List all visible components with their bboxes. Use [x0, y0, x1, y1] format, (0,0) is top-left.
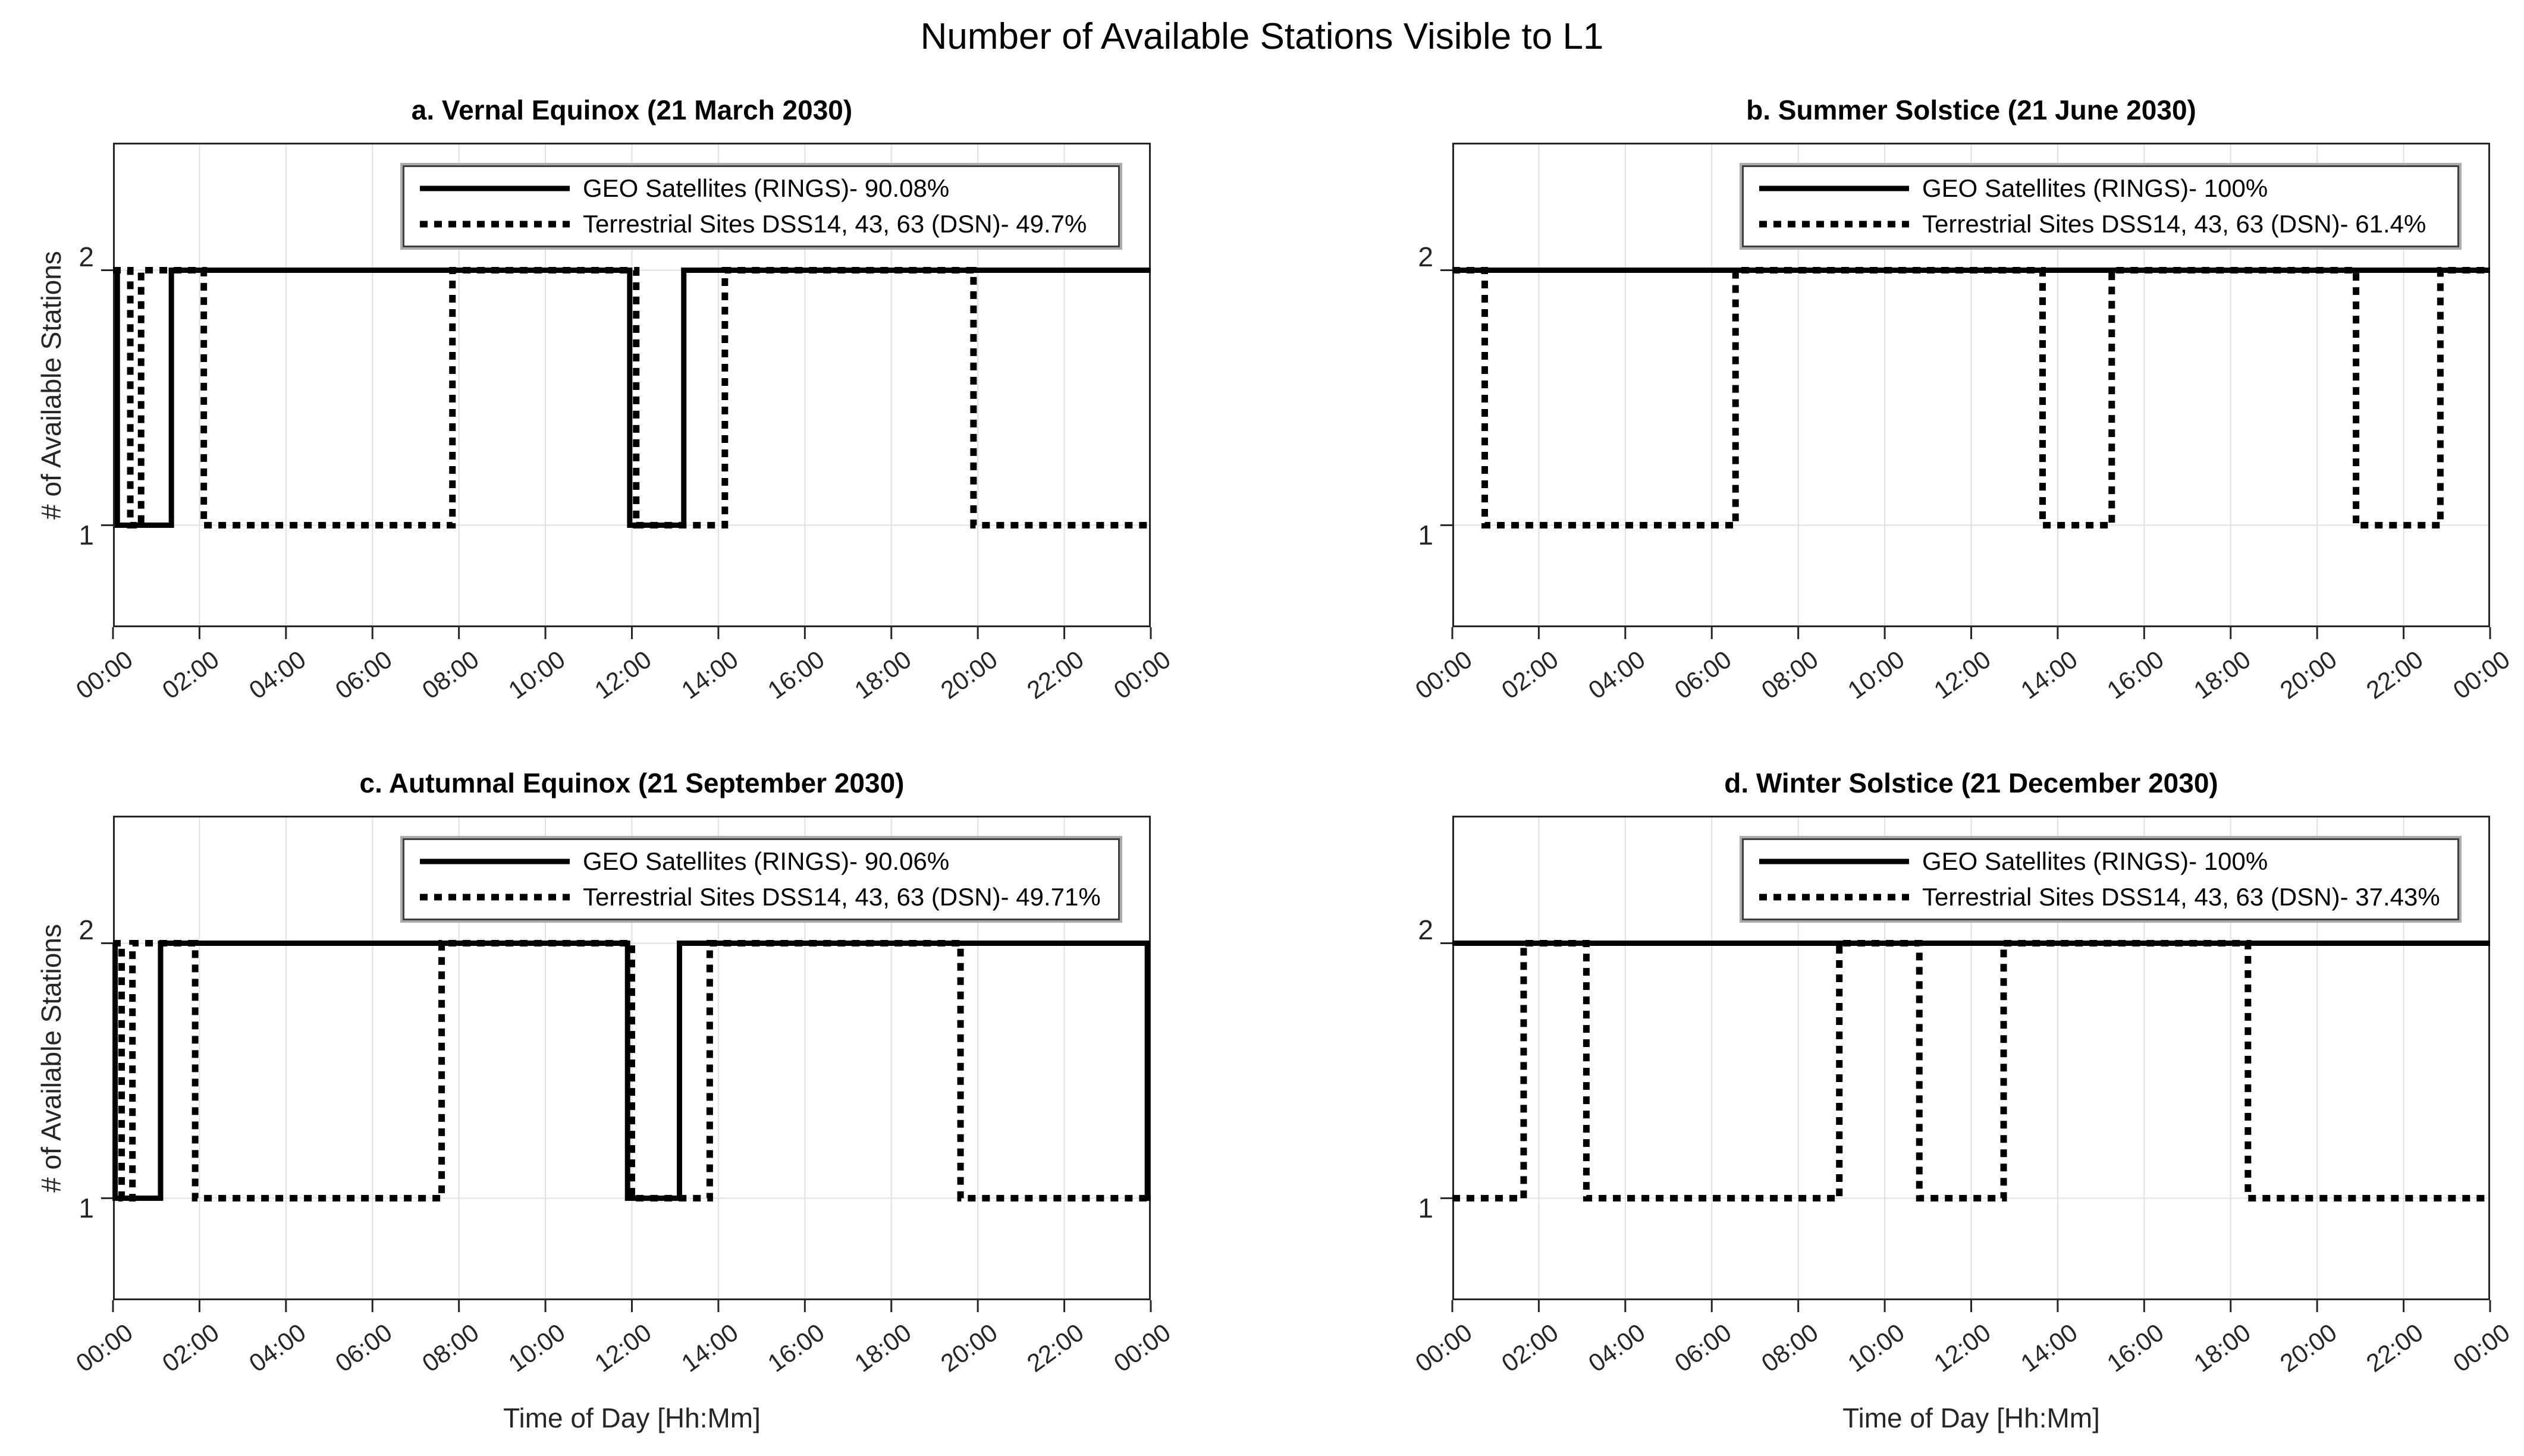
legend-row-geo: GEO Satellites (RINGS)- 90.08%	[404, 174, 1118, 203]
panel-d-title: d. Winter Solstice (21 December 2030)	[1724, 768, 2218, 798]
panel-b-title: b. Summer Solstice (21 June 2030)	[1746, 95, 2196, 125]
solid-line-sample-icon	[1759, 185, 1909, 191]
solid-line-sample-icon	[420, 185, 570, 191]
panel-b-ytick-1: 1	[1418, 520, 1433, 551]
legend-row-dsn: Terrestrial Sites DSS14, 43, 63 (DSN)- 4…	[404, 209, 1118, 239]
figure-title: Number of Available Stations Visible to …	[920, 16, 1604, 57]
panel-a-xtick-labels: 00:00 02:00 04:00 06:00 08:00 10:00 12:00 14:00…	[70, 645, 1176, 705]
legend-label-dsn: Terrestrial Sites DSS14, 43, 63 (DSN)- 4…	[583, 210, 1087, 238]
dotted-line-sample-icon	[1759, 894, 1909, 901]
panel-b-xtick-labels: 00:00 02:00 04:00 06:00 08:00 10:00 12:00 14:00…	[1409, 645, 2515, 705]
legend-label-geo: GEO Satellites (RINGS)- 100%	[1922, 174, 2268, 202]
panel-d-legend: GEO Satellites (RINGS)- 100% Terrestrial…	[1742, 838, 2459, 920]
legend-row-dsn: Terrestrial Sites DSS14, 43, 63 (DSN)- 3…	[1744, 882, 2457, 912]
legend-label-dsn: Terrestrial Sites DSS14, 43, 63 (DSN)- 4…	[583, 883, 1101, 911]
y-axis-label-row1: # of Available Stations	[36, 251, 67, 520]
panel-c-ytick-1: 1	[79, 1193, 94, 1224]
dotted-line-sample-icon	[1759, 221, 1909, 228]
dotted-line-sample-icon	[420, 221, 570, 228]
panel-b: b. Summer Solstice (21 June 2030) 2 1 GE…	[1410, 95, 2515, 705]
panel-a-ytick-1: 1	[79, 520, 94, 551]
dotted-line-sample-icon	[420, 894, 570, 901]
legend-row-geo: GEO Satellites (RINGS)- 100%	[1744, 174, 2457, 203]
panel-b-ytick-2: 2	[1418, 241, 1433, 272]
legend-label-dsn: Terrestrial Sites DSS14, 43, 63 (DSN)- 6…	[1922, 210, 2426, 238]
legend-label-dsn: Terrestrial Sites DSS14, 43, 63 (DSN)- 3…	[1922, 883, 2440, 911]
panel-b-legend: GEO Satellites (RINGS)- 100% Terrestrial…	[1742, 165, 2459, 247]
legend-row-dsn: Terrestrial Sites DSS14, 43, 63 (DSN)- 4…	[404, 882, 1118, 912]
panel-d-ytick-2: 2	[1418, 914, 1433, 945]
y-axis-label-row2: # of Available Stations	[36, 924, 67, 1193]
panel-b-chart	[1440, 143, 2491, 639]
panel-c-plot-area: GEO Satellites (RINGS)- 90.06% Terrestri…	[101, 816, 1152, 1312]
panel-d-ytick-1: 1	[1418, 1193, 1433, 1224]
panel-a-plot-area: GEO Satellites (RINGS)- 90.08% Terrestri…	[101, 143, 1152, 639]
panel-c: c. Autumnal Equinox (21 September 2030) …	[71, 768, 1176, 1378]
legend-row-geo: GEO Satellites (RINGS)- 90.06%	[404, 847, 1118, 876]
panel-c-title: c. Autumnal Equinox (21 September 2030)	[359, 768, 905, 798]
panel-b-plot-area: GEO Satellites (RINGS)- 100% Terrestrial…	[1440, 143, 2491, 639]
legend-row-dsn: Terrestrial Sites DSS14, 43, 63 (DSN)- 6…	[1744, 209, 2457, 239]
panel-a-title: a. Vernal Equinox (21 March 2030)	[411, 95, 853, 125]
panel-d-plot-area: GEO Satellites (RINGS)- 100% Terrestrial…	[1440, 816, 2491, 1312]
solid-line-sample-icon	[420, 858, 570, 864]
legend-label-geo: GEO Satellites (RINGS)- 90.08%	[583, 174, 950, 202]
legend-row-geo: GEO Satellites (RINGS)- 100%	[1744, 847, 2457, 876]
x-axis-label-left: Time of Day [Hh:Mm]	[503, 1402, 761, 1433]
legend-label-geo: GEO Satellites (RINGS)- 90.06%	[583, 847, 950, 875]
panel-a-legend: GEO Satellites (RINGS)- 90.08% Terrestri…	[403, 165, 1120, 247]
panel-a: a. Vernal Equinox (21 March 2030) 2 1 GE…	[71, 95, 1176, 705]
legend-label-geo: GEO Satellites (RINGS)- 100%	[1922, 847, 2268, 875]
x-axis-label-right: Time of Day [Hh:Mm]	[1842, 1402, 2100, 1433]
panel-c-ytick-2: 2	[79, 914, 94, 945]
panel-c-legend: GEO Satellites (RINGS)- 90.06% Terrestri…	[403, 838, 1120, 920]
panel-d: d. Winter Solstice (21 December 2030) 2 …	[1410, 768, 2515, 1378]
panel-a-ytick-2: 2	[79, 241, 94, 272]
solid-line-sample-icon	[1759, 858, 1909, 864]
